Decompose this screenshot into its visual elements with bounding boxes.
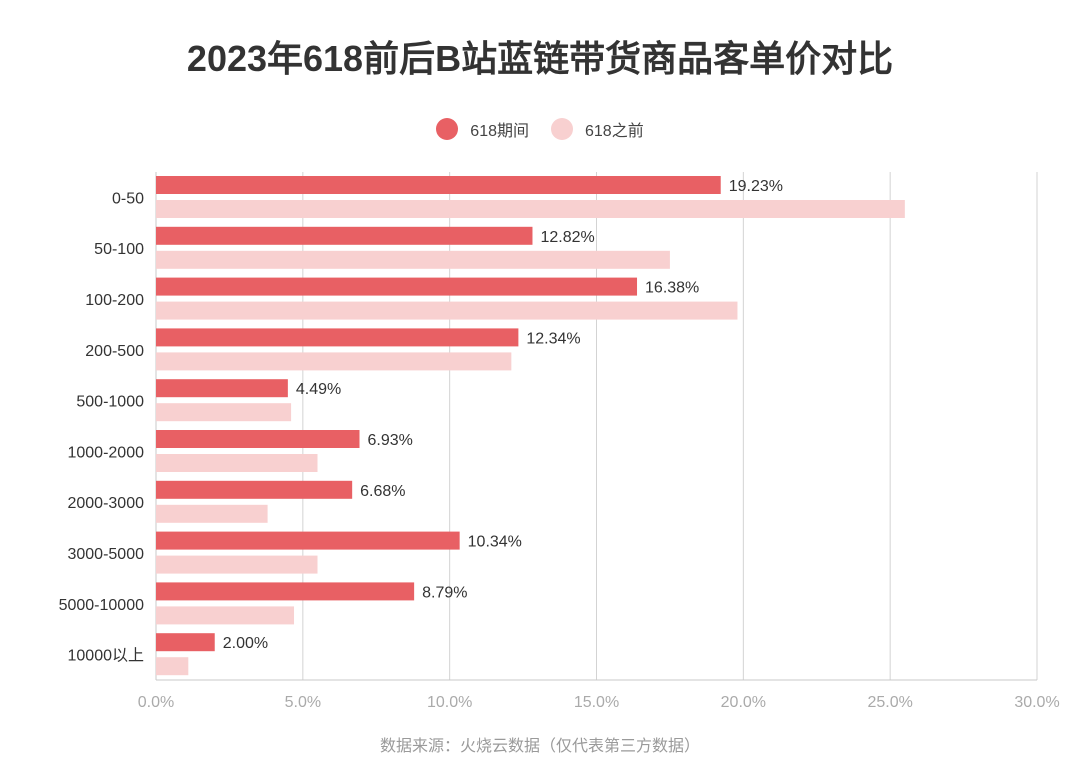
x-tick-label: 15.0% <box>574 694 619 711</box>
legend-item-during[interactable]: 618期间 <box>436 117 529 141</box>
category-label: 10000以上 <box>68 647 145 665</box>
x-tick-label: 25.0% <box>867 694 912 711</box>
bar-618-before <box>156 250 670 269</box>
data-label: 16.38% <box>645 280 699 297</box>
bar-618-before <box>156 504 268 523</box>
category-label: 1000-2000 <box>67 444 144 461</box>
bar-618-before <box>156 657 189 676</box>
legend-item-before[interactable]: 618之前 <box>551 117 644 141</box>
x-tick-label: 0.0% <box>138 694 174 711</box>
bar-618-before <box>156 403 292 422</box>
data-label: 10.34% <box>468 534 522 551</box>
bar-618-during <box>156 430 360 448</box>
legend-swatch-during <box>436 118 459 140</box>
bar-618-during <box>156 480 353 499</box>
data-label: 2.00% <box>223 635 268 652</box>
category-label: 100-200 <box>85 292 144 309</box>
category-label: 200-500 <box>85 343 144 360</box>
bar-618-during <box>156 531 460 550</box>
data-label: 8.79% <box>422 584 467 601</box>
bar-618-before <box>156 352 512 371</box>
source-note: 数据来源：火烧云数据（仅代表第三方数据） <box>379 738 700 755</box>
bar-618-during <box>156 226 533 245</box>
data-label: 12.82% <box>540 229 594 246</box>
category-label: 5000-10000 <box>59 597 145 614</box>
data-label: 19.23% <box>729 178 783 195</box>
bar-618-before <box>156 301 738 320</box>
legend: 618期间 618之前 <box>0 117 1080 141</box>
bar-618-during <box>156 633 215 652</box>
data-label: 6.68% <box>360 483 405 500</box>
legend-swatch-before <box>551 118 573 140</box>
bar-618-during <box>156 277 638 296</box>
x-tick-label: 20.0% <box>721 694 766 711</box>
bar-618-before <box>156 606 295 625</box>
data-label: 12.34% <box>526 330 580 347</box>
bar-618-during <box>156 328 519 347</box>
category-label: 2000-3000 <box>67 495 144 512</box>
category-label: 0-50 <box>112 190 144 207</box>
category-label: 500-1000 <box>76 394 144 411</box>
legend-label-before: 618之前 <box>585 123 644 140</box>
legend-label-during: 618期间 <box>470 123 529 140</box>
data-label: 6.93% <box>368 432 413 449</box>
x-tick-label: 30.0% <box>1014 694 1059 711</box>
chart-title: 2023年618前后B站蓝链带货商品客单价对比 <box>186 38 894 79</box>
x-tick-label: 5.0% <box>285 694 321 711</box>
category-label: 50-100 <box>94 241 144 258</box>
data-label: 4.49% <box>296 381 341 398</box>
x-tick-label: 10.0% <box>427 694 472 711</box>
bar-618-during <box>156 582 415 601</box>
bar-618-before <box>156 200 905 218</box>
category-label: 3000-5000 <box>67 546 144 563</box>
bar-618-before <box>156 454 318 472</box>
bar-618-during <box>156 379 288 398</box>
bar-618-before <box>156 555 318 574</box>
bar-618-during <box>156 176 721 194</box>
